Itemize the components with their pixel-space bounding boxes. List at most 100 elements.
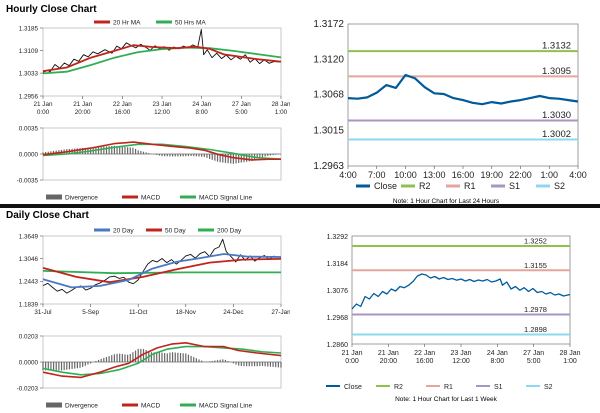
y-tick-label: 0.0203 <box>19 333 39 340</box>
y-tick-label: 1.2956 <box>19 93 39 100</box>
x-tick-label: 27-Jan <box>271 309 290 316</box>
hourly-1h-chart: 1.3172 1.3120 1.3068 1.3015 1.2963 1.3132 1.30… <box>313 19 587 191</box>
legend-r1-label: R1 <box>444 384 453 391</box>
x-tick-label: 7:00 <box>368 170 386 180</box>
x-tick-label: 1:00 <box>563 358 577 365</box>
x-tick-label: 22:00 <box>509 170 532 180</box>
x-tick-label: 10:00 <box>394 170 417 180</box>
x-tick-label: 21 Jan <box>341 350 362 357</box>
x-tick-label: 20:00 <box>380 358 398 365</box>
x-tick-label: 20:00 <box>75 109 91 116</box>
x-tick-label: 28 Jan <box>559 350 580 357</box>
plot-frame <box>351 235 571 345</box>
legend-r1-label: R1 <box>464 181 476 191</box>
y-tick-label: 1.3292 <box>327 234 349 241</box>
macd-series-line <box>42 141 281 161</box>
x-tick-label: 16:00 <box>452 170 475 180</box>
level-s1-label: 1.3030 <box>542 110 571 121</box>
x-tick-label: 16:00 <box>114 109 130 116</box>
plot-frame <box>42 235 282 305</box>
close-series-line <box>347 73 579 106</box>
level-r1-label: 1.3155 <box>524 261 547 270</box>
section-divider <box>0 204 600 208</box>
daily-section-title: Daily Close Chart <box>6 210 89 221</box>
x-tick-label: 4:00 <box>339 170 357 180</box>
day50-series-line <box>42 258 282 284</box>
legend-50hrs-ma-label: 50 Hrs MA <box>175 20 206 27</box>
daily-note: Note: 1 Hour Chart for Last 1 Week <box>395 396 497 403</box>
x-tick-label: 0:00 <box>345 358 359 365</box>
level-s1-label: 1.2978 <box>524 305 547 314</box>
y-tick-label: -0.0203 <box>17 385 39 392</box>
x-tick-label: 27 Jan <box>232 101 251 108</box>
x-tick-label: 12:00 <box>154 109 170 116</box>
x-tick-label: 5:00 <box>235 109 248 116</box>
legend-divergence-label: Divergence <box>65 195 98 202</box>
legend-close-label: Close <box>374 181 397 191</box>
y-tick-label: 1.2968 <box>327 315 349 322</box>
legend-macd-label: MACD <box>141 403 160 410</box>
legend-r2-label: R2 <box>394 384 403 391</box>
y-tick-label: 0.0035 <box>19 125 39 132</box>
x-tick-label: 4:00 <box>569 170 587 180</box>
x-tick-label: 21 Jan <box>73 101 92 108</box>
level-s2-label: 1.3002 <box>542 129 571 140</box>
x-tick-label: 0:00 <box>37 109 50 116</box>
y-tick-label: 1.3172 <box>313 19 344 30</box>
x-tick-label: 19:00 <box>480 170 503 180</box>
ma20-series-line <box>42 44 282 72</box>
x-tick-label: 27 Jan <box>523 350 544 357</box>
legend-20-day-label: 20 Day <box>113 228 134 235</box>
y-tick-label: 1.3068 <box>313 90 344 101</box>
hourly-note: Note: 1 Hour Chart for Last 24 Hours <box>392 198 500 205</box>
y-tick-label: 1.3649 <box>19 233 39 240</box>
y-tick-label: 1.2963 <box>313 161 344 172</box>
signal-series-line <box>42 345 282 376</box>
close-series-line <box>351 273 571 310</box>
x-tick-label: 24-Dec <box>223 309 243 316</box>
x-tick-label: 16:00 <box>416 358 434 365</box>
x-tick-label: 12:00 <box>452 358 470 365</box>
x-tick-label: 24 Jan <box>487 350 508 357</box>
legend-divergence-label: Divergence <box>65 403 98 410</box>
x-tick-label: 23 Jan <box>450 350 471 357</box>
y-tick-label: 1.3185 <box>19 25 39 32</box>
legend-50-day-label: 50 Day <box>165 228 186 235</box>
x-tick-label: 5-Sep <box>82 309 99 316</box>
x-tick-label: 22 Jan <box>113 101 132 108</box>
y-tick-label: 1.3033 <box>19 70 39 77</box>
daily-macd-chart: 0.0203 0.0000 -0.0203 Divergence MACD MACD Si… <box>17 333 282 410</box>
daily-1w-chart: 1.3292 1.3184 1.3076 1.2968 1.2860 1.3252 1.31… <box>326 234 581 391</box>
day200-series-line <box>42 270 281 275</box>
x-tick-label: 8:00 <box>196 109 209 116</box>
y-tick-label: 1.2443 <box>19 279 39 286</box>
hourly-macd-chart: 0.0035 0.0000 -0.0035 Divergence MACD MACD Si… <box>17 125 282 202</box>
x-tick-label: 5:00 <box>527 358 541 365</box>
legend-macd-label: MACD <box>141 195 160 202</box>
y-tick-label: 1.3076 <box>327 288 349 295</box>
level-r2-label: 1.3132 <box>542 41 571 52</box>
x-tick-label: 13:00 <box>423 170 446 180</box>
legend-s2-label: S2 <box>544 384 553 391</box>
legend-close-label: Close <box>344 384 362 391</box>
y-tick-label: 1.1839 <box>19 301 39 308</box>
x-tick-label: 21 Jan <box>34 101 53 108</box>
x-tick-label: 22 Jan <box>414 350 435 357</box>
legend-200-day-label: 200 Day <box>217 228 242 235</box>
x-tick-label: 18-Nov <box>176 309 197 316</box>
level-s2-label: 1.2898 <box>524 325 547 334</box>
x-tick-label: 23 Jan <box>153 101 172 108</box>
x-tick-label: 1:00 <box>540 170 558 180</box>
level-r2-label: 1.3252 <box>524 237 547 246</box>
x-tick-label: 1:00 <box>275 109 288 116</box>
y-tick-label: 1.2860 <box>327 342 349 349</box>
legend-s1-label: S1 <box>509 181 520 191</box>
y-tick-label: 0.0000 <box>19 359 39 366</box>
y-tick-label: 0.0000 <box>19 151 39 158</box>
legend-macd-signal-label: MACD Signal Line <box>199 403 252 410</box>
legend-s1-label: S1 <box>494 384 503 391</box>
legend-s2-label: S2 <box>554 181 565 191</box>
plot-frame <box>42 27 282 97</box>
